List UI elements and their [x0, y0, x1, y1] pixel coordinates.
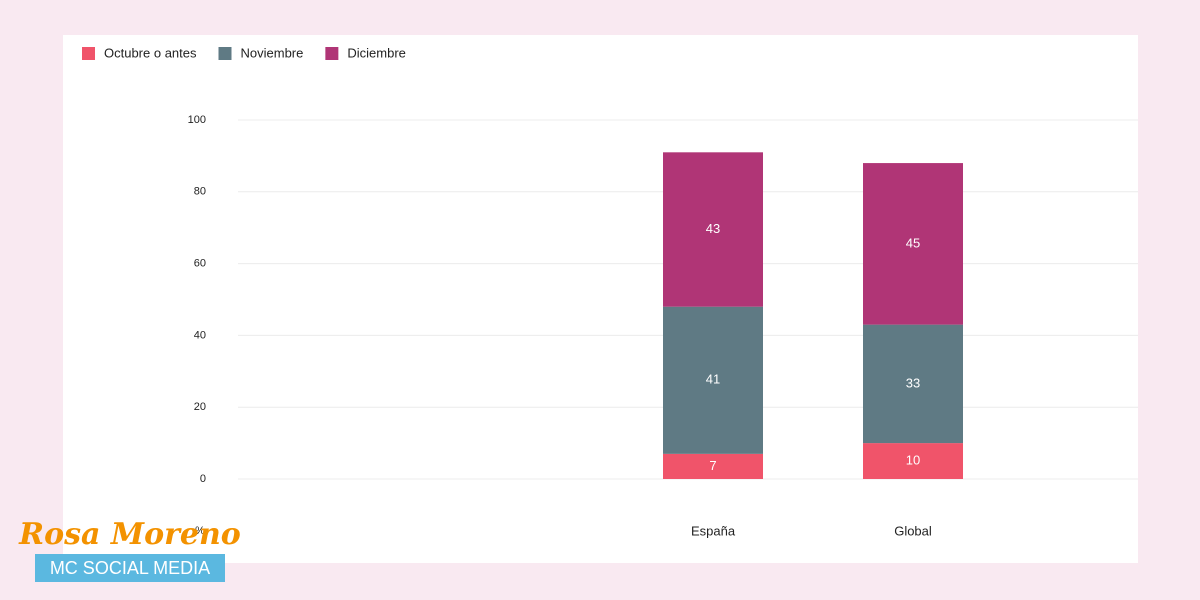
- y-tick-label: 0: [200, 473, 206, 485]
- y-tick-label: 40: [194, 329, 206, 341]
- y-tick-label: 20: [194, 401, 206, 413]
- y-tick-label: 80: [194, 186, 206, 198]
- y-tick-label: 100: [188, 114, 206, 126]
- chart-panel: [63, 35, 1138, 563]
- bar-segment: [663, 453, 763, 479]
- legend-label: Octubre o antes: [104, 45, 197, 60]
- x-tick-label: España: [691, 523, 736, 538]
- bar-segment: [663, 306, 763, 454]
- data-label: 43: [706, 221, 720, 236]
- y-tick-label: 60: [194, 258, 206, 270]
- logo: Rosa Moreno MC SOCIAL MEDIA: [18, 517, 241, 582]
- legend-label: Diciembre: [347, 45, 406, 60]
- legend-swatch: [218, 47, 232, 60]
- data-label: 45: [906, 235, 920, 250]
- bar-segment: [863, 443, 963, 479]
- legend-swatch: [325, 47, 339, 60]
- bar-segment: [863, 163, 963, 325]
- data-label: 10: [906, 452, 920, 467]
- legend-swatch: [82, 47, 95, 60]
- logo-name: Rosa Moreno: [18, 517, 241, 552]
- data-label: 33: [906, 375, 920, 390]
- y-axis-label: %: [195, 525, 205, 537]
- x-tick-label: Global: [894, 523, 932, 538]
- bar-segment: [663, 152, 763, 307]
- bar-segment: [863, 324, 963, 444]
- data-label: 41: [706, 372, 720, 387]
- logo-tagline: MC SOCIAL MEDIA: [50, 558, 210, 578]
- logo-band: [35, 554, 225, 582]
- legend-label: Noviembre: [241, 45, 304, 60]
- data-label: 7: [709, 458, 716, 473]
